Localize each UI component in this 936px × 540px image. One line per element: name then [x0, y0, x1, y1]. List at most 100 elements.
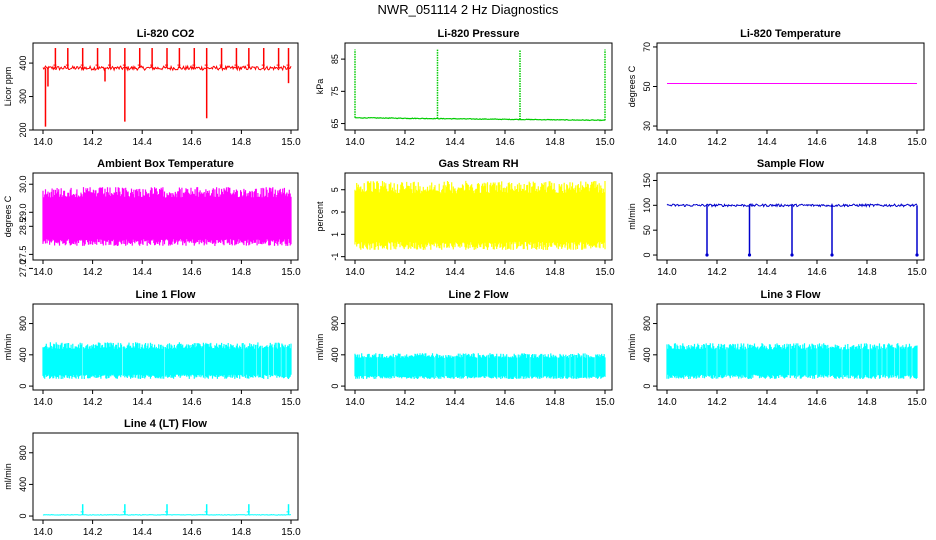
panel-10-xtick-label-5: 15.0: [281, 527, 301, 538]
panel-10-xtick-label-3: 14.6: [182, 527, 202, 538]
panel-1-xtick-label-5: 15.0: [281, 137, 301, 148]
panel-9-ytick-label-0: 0: [642, 384, 652, 389]
panel-5-xtick-label-1: 14.2: [395, 267, 415, 278]
panel-7-xtick-label-2: 14.4: [132, 397, 152, 408]
panel-1-title: Li-820 CO2: [137, 28, 194, 40]
panel-6-xtick-label-5: 15.0: [907, 267, 927, 278]
panel-9-frame: [656, 303, 925, 391]
panel-3-xtick-label-0: 14.0: [657, 137, 677, 148]
panel-2-xtick-label-2: 14.4: [445, 137, 465, 148]
panel-4-title: Ambient Box Temperature: [97, 158, 234, 170]
panel-7: Line 1 Flow 14.0 14.2 14.4 14.6 14.8 15.0 0 400 8…: [3, 289, 301, 408]
panel-8-xtick-label-4: 14.8: [545, 397, 565, 408]
panel-2-frame: [344, 42, 613, 131]
panel-2-xtick-label-0: 14.0: [345, 137, 365, 148]
panel-7-series-band: [42, 342, 292, 379]
panel-5-ytick-label-2: 3: [330, 210, 340, 215]
panel-5-series-band: [354, 180, 606, 250]
panel-8-title: Line 2 Flow: [449, 289, 509, 301]
panel-8-xtick-label-3: 14.6: [495, 397, 515, 408]
panel-8-ytick-label-0: 0: [330, 384, 340, 389]
panel-3-ytick-label-1: 50: [642, 81, 652, 91]
panel-7-ytick-label-1: 400: [18, 347, 28, 362]
panel-6-frame: [656, 172, 925, 261]
panel-10-ytick-label-1: 400: [18, 477, 28, 492]
panel-7-xtick-label-3: 14.6: [182, 397, 202, 408]
panel-6-series-line: [666, 202, 918, 208]
panel-8-xtick-label-0: 14.0: [345, 397, 365, 408]
panel-6-spike-dot-3: [830, 253, 834, 257]
panel-10-ytick-label-0: 0: [18, 514, 28, 519]
panel-9-xtick-label-1: 14.2: [707, 397, 727, 408]
panel-3: Li-820 Temperature 14.0 14.2 14.4 14.6 14.8 15…: [627, 28, 927, 148]
panel-6-title: Sample Flow: [757, 158, 825, 170]
panel-5-title: Gas Stream RH: [438, 158, 518, 170]
panel-1-xtick-label-1: 14.2: [83, 137, 103, 148]
panel-3-xtick-label-5: 15.0: [907, 137, 927, 148]
panel-8-xtick-label-2: 14.4: [445, 397, 465, 408]
panel-9-series-band: [666, 343, 918, 379]
panel-9-title: Line 3 Flow: [761, 289, 821, 301]
panel-2-xtick-label-5: 15.0: [595, 137, 615, 148]
panel-4-ytick-label-4: 27.0: [18, 260, 28, 278]
panel-6-ytick-label-3: 150: [642, 173, 652, 188]
panel-8-series-band: [354, 353, 606, 379]
panel-2: Li-820 Pressure 14.0 14.2 14.4 14.6 14.8 15.0 6…: [315, 28, 615, 148]
panel-3-frame: [656, 42, 925, 131]
panel-6-spike-dot-4: [915, 253, 919, 257]
panel-5-xtick-label-4: 14.8: [545, 267, 565, 278]
panel-4-ylabel: degrees C: [3, 195, 13, 237]
panel-7-frame: [32, 303, 299, 391]
panel-6-xtick-label-1: 14.2: [707, 267, 727, 278]
panel-5-xtick-label-0: 14.0: [345, 267, 365, 278]
panel-3-ylabel: degrees C: [627, 65, 637, 107]
panel-3-xtick-label-1: 14.2: [707, 137, 727, 148]
panel-10-title: Line 4 (LT) Flow: [124, 418, 207, 430]
panel-10-frame: [32, 432, 299, 521]
panel-10-xtick-label-0: 14.0: [33, 527, 53, 538]
panel-2-ytick-label-0: 65: [330, 119, 340, 129]
panel-4-frame: [32, 172, 299, 261]
panel-6-ytick-label-0: 0: [642, 253, 652, 258]
panel-5-ytick-label-1: 1: [330, 232, 340, 237]
panel-8-ytick-label-2: 800: [330, 316, 340, 331]
panel-3-xtick-label-3: 14.6: [807, 137, 827, 148]
panel-9-xtick-label-2: 14.4: [757, 397, 777, 408]
panel-6-spike-dot-0: [705, 253, 709, 257]
panel-1: Li-820 CO2 14.0 14.2 14.4 14.6 14.8 15.0 200 300…: [3, 28, 301, 148]
panel-9-ytick-label-1: 400: [642, 347, 652, 362]
panel-5-xtick-label-2: 14.4: [445, 267, 465, 278]
panel-6-ytick-label-2: 100: [642, 198, 652, 213]
panel-5-frame: [344, 172, 613, 261]
panel-5: Gas Stream RH 14.0 14.2 14.4 14.6 14.8 15.0 -1 1…: [315, 158, 615, 278]
panel-4-ytick-label-0: 30.0: [18, 175, 28, 193]
panel-4-xtick-label-5: 15.0: [281, 267, 301, 278]
panel-6-ytick-label-1: 50: [642, 225, 652, 235]
panel-8-xtick-label-1: 14.2: [395, 397, 415, 408]
panel-2-series-line: [354, 116, 606, 122]
panel-9-ylabel: ml/min: [627, 334, 637, 361]
panel-9-ytick-label-2: 800: [642, 316, 652, 331]
panel-6-xtick-label-3: 14.6: [807, 267, 827, 278]
panel-7-xtick-label-4: 14.8: [232, 397, 252, 408]
panel-7-ytick-label-2: 800: [18, 316, 28, 331]
panel-7-xtick-label-0: 14.0: [33, 397, 53, 408]
panel-9: Line 3 Flow 14.0 14.2 14.4 14.6 14.8 15.0 0 400 8…: [627, 289, 927, 408]
panel-7-ytick-label-0: 0: [18, 384, 28, 389]
panel-7-title: Line 1 Flow: [136, 289, 196, 301]
panel-1-xtick-label-0: 14.0: [33, 137, 53, 148]
panel-2-title: Li-820 Pressure: [438, 28, 520, 40]
panel-4-series-band: [42, 187, 292, 246]
panel-2-xtick-label-3: 14.6: [495, 137, 515, 148]
panel-8: Line 2 Flow 14.0 14.2 14.4 14.6 14.8 15.0 0 400 8…: [315, 289, 615, 408]
panel-1-xtick-label-4: 14.8: [232, 137, 252, 148]
panel-3-xtick-label-2: 14.4: [757, 137, 777, 148]
panel-1-ytick-label-1: 300: [18, 89, 28, 104]
panel-8-ytick-label-1: 400: [330, 347, 340, 362]
panel-6-xtick-label-2: 14.4: [757, 267, 777, 278]
panel-2-xtick-label-4: 14.8: [545, 137, 565, 148]
panel-5-ylabel: percent: [315, 201, 325, 232]
panel-5-xtick-label-5: 15.0: [595, 267, 615, 278]
panel-2-ylabel: kPa: [315, 79, 325, 95]
panel-5-xtick-label-3: 14.6: [495, 267, 515, 278]
